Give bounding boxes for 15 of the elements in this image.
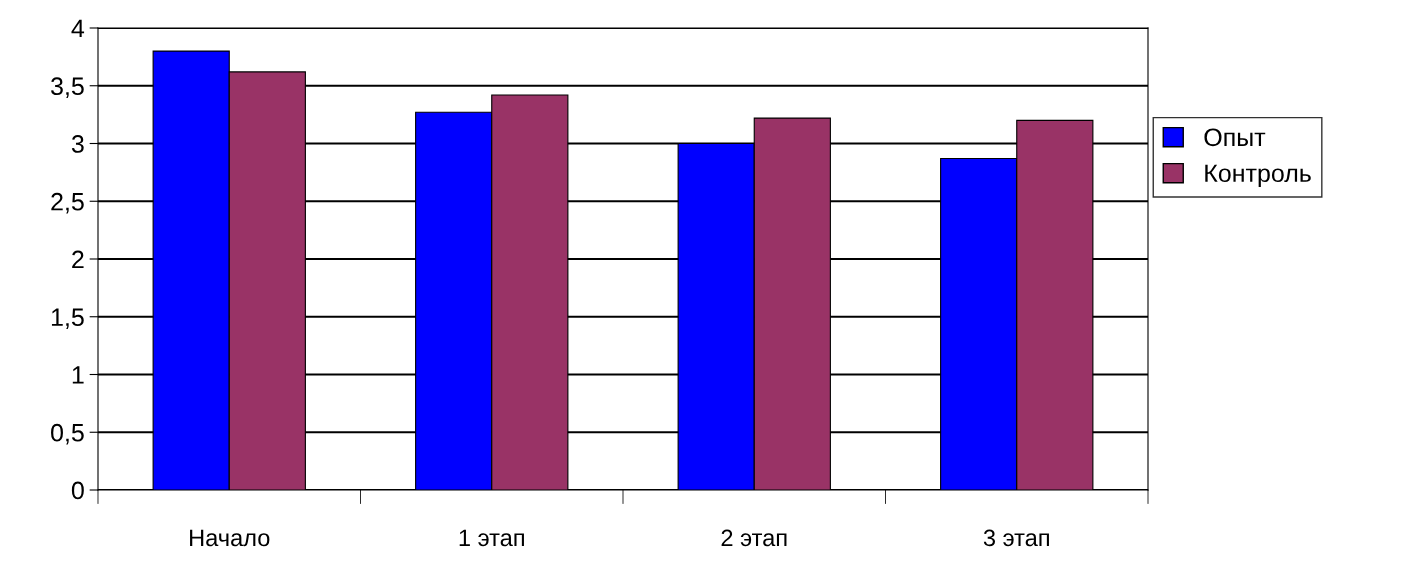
x-tick-label: 1 этап [459,529,524,547]
y-tick-label: 0,5 [51,423,84,445]
legend-label: Опыт [1204,128,1266,147]
y-tick-label: 0 [71,481,84,500]
y-tick-label: 3 [71,135,84,153]
y-tick-label: 2,5 [51,192,84,214]
legend-label: Контроль [1205,164,1311,188]
x-tick-label: 3 этап [983,529,1049,547]
y-tick-label: 3,5 [51,77,84,99]
y-tick-label: 4 [71,19,85,38]
y-tick-label: 1,5 [51,308,84,330]
y-tick-label: 1 [72,366,84,384]
x-tick-label: 2 этап [721,529,787,547]
x-tick-label: Начало [190,529,270,547]
y-tick-label: 2 [72,250,84,269]
